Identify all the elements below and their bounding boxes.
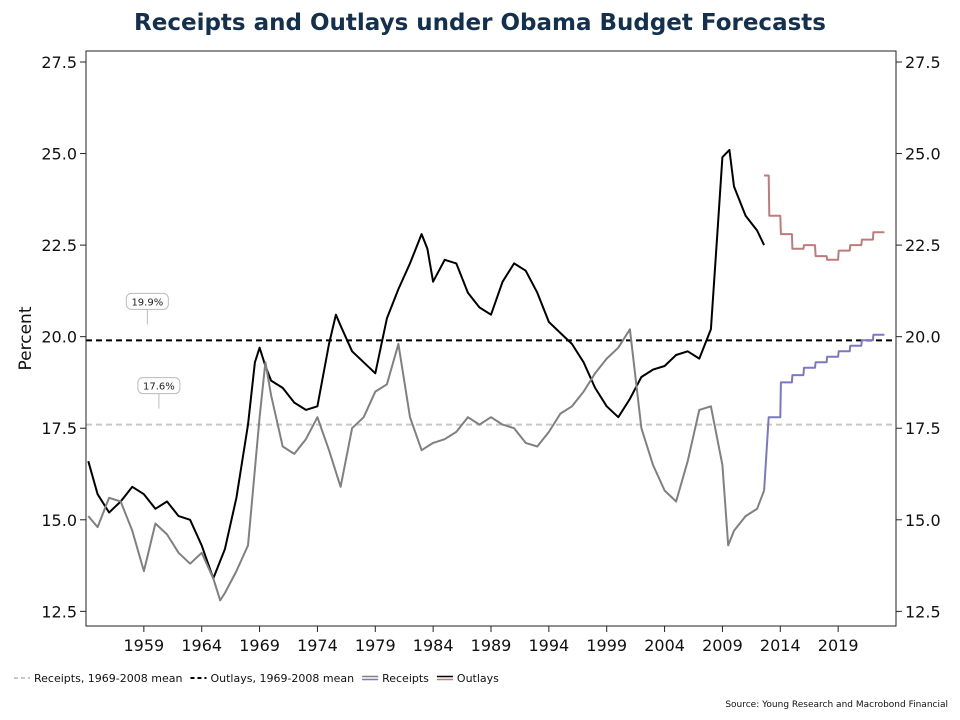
x-tick-label: 1974 xyxy=(297,636,338,655)
y-tick-label-right: 22.5 xyxy=(905,236,941,255)
series-layer xyxy=(87,148,885,602)
legend-label: Outlays, 1969-2008 mean xyxy=(210,672,354,685)
y-tick-label-left: 20.0 xyxy=(41,328,77,347)
x-tick-label: 1979 xyxy=(355,636,396,655)
y-axis-label: Percent xyxy=(16,306,36,370)
x-tick-label: 2004 xyxy=(644,636,685,655)
x-tick-label: 1984 xyxy=(413,636,454,655)
chart-title: Receipts and Outlays under Obama Budget … xyxy=(134,10,826,36)
receipts-forecast-line xyxy=(763,333,885,491)
y-tick-label-left: 25.0 xyxy=(41,145,77,164)
source-note: Source: Young Research and Macrobond Fin… xyxy=(725,700,948,710)
y-tick-label-left: 15.0 xyxy=(41,511,77,530)
x-tick-label: 1959 xyxy=(123,636,164,655)
y-tick-label-left: 12.5 xyxy=(41,602,77,621)
callout-label: 17.6% xyxy=(143,382,175,393)
x-tick-label: 1964 xyxy=(181,636,222,655)
y-tick-label-right: 17.5 xyxy=(905,419,941,438)
legend: Receipts, 1969-2008 mean Outlays, 1969-20… xyxy=(14,672,499,685)
legend-label: Receipts, 1969-2008 mean xyxy=(34,672,182,685)
y-tick-label-right: 20.0 xyxy=(905,328,941,347)
y-tick-label-right: 27.5 xyxy=(905,53,941,72)
x-tick-label: 1994 xyxy=(528,636,569,655)
reference-lines-layer xyxy=(86,339,896,426)
callouts-layer: 17.6% 19.9% xyxy=(125,292,181,409)
y-tick-label-left: 17.5 xyxy=(41,419,77,438)
plot-frame xyxy=(85,50,897,627)
receipts-line xyxy=(87,328,766,602)
callout-box xyxy=(125,292,169,310)
x-tick-label: 2019 xyxy=(818,636,859,655)
y-tick-label-left: 22.5 xyxy=(41,236,77,255)
y-tick-label-right: 12.5 xyxy=(905,602,941,621)
x-tick-label: 1999 xyxy=(586,636,627,655)
outlays-forecast-line xyxy=(764,174,885,261)
x-tick-label: 2014 xyxy=(760,636,801,655)
axes-layer: 12.5 12.5 15.0 15.0 17.5 17.5 20.0 20.0 22.5 22.5… xyxy=(16,50,941,655)
x-tick-label: 1969 xyxy=(239,636,280,655)
legend-label: Outlays xyxy=(457,672,499,685)
x-tick-label: 1989 xyxy=(471,636,512,655)
callout-label: 19.9% xyxy=(131,297,163,308)
y-tick-label-left: 27.5 xyxy=(41,53,77,72)
x-tick-label: 2009 xyxy=(702,636,743,655)
legend-label: Receipts xyxy=(382,672,429,685)
y-tick-label-right: 15.0 xyxy=(905,511,941,530)
callout-box xyxy=(137,377,181,395)
outlays-line xyxy=(87,148,766,580)
y-tick-label-right: 25.0 xyxy=(905,145,941,164)
